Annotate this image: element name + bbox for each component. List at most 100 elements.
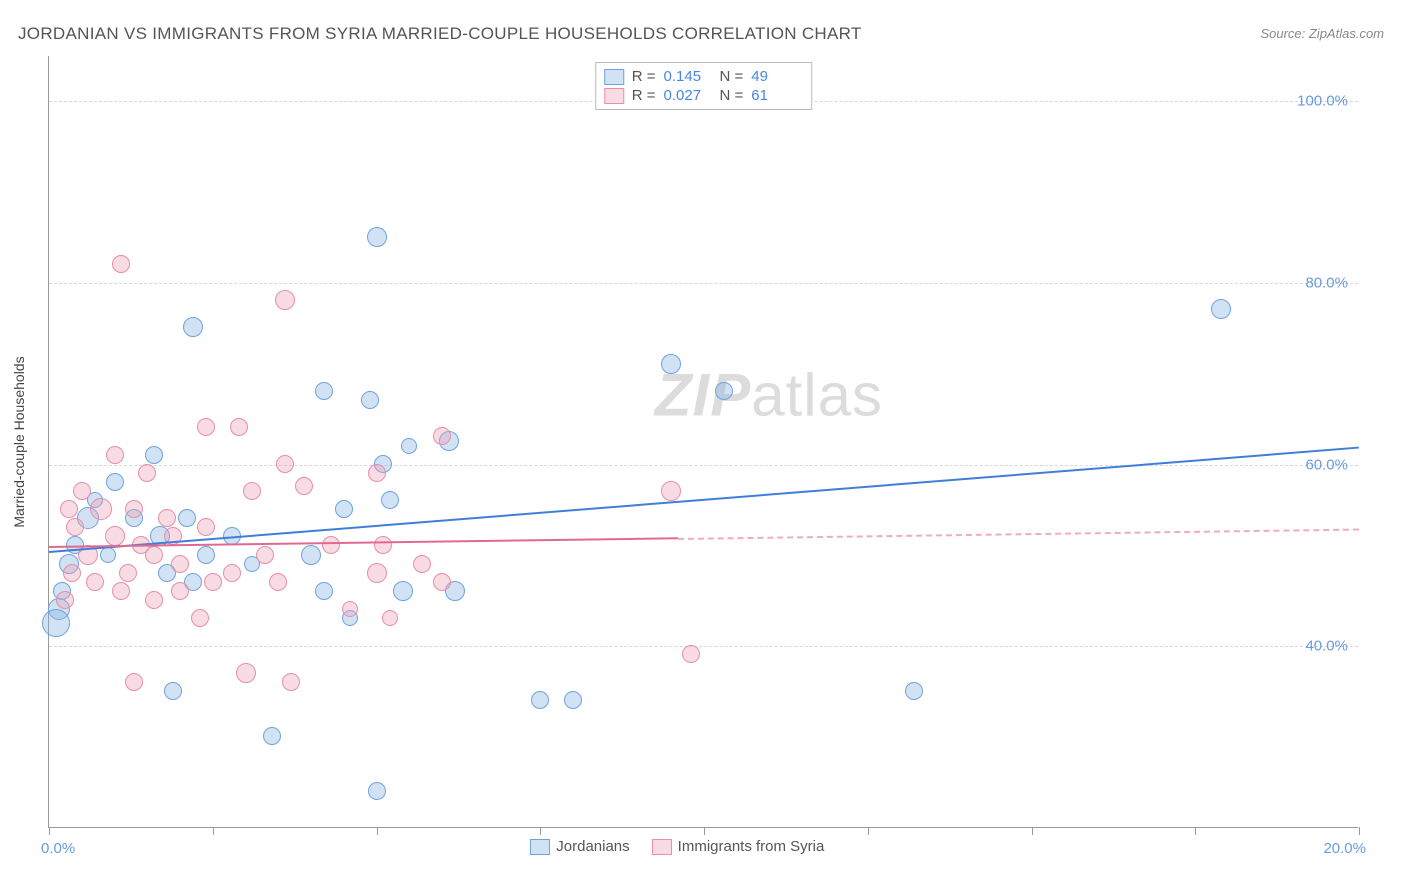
y-tick-label: 40.0% bbox=[1305, 638, 1348, 655]
scatter-point bbox=[243, 482, 261, 500]
x-tick bbox=[377, 827, 378, 835]
scatter-point bbox=[282, 673, 300, 691]
plot-area: Married-couple Households ZIPatlas 40.0%… bbox=[48, 56, 1358, 828]
scatter-point bbox=[393, 581, 413, 601]
scatter-point bbox=[106, 446, 124, 464]
scatter-point bbox=[236, 663, 256, 683]
scatter-point bbox=[90, 498, 112, 520]
watermark: ZIPatlas bbox=[655, 361, 883, 430]
stats-row-series-1: R = 0.145 N = 49 bbox=[604, 67, 800, 86]
stats-legend-box: R = 0.145 N = 49 R = 0.027 N = 61 bbox=[595, 62, 813, 110]
x-axis-max-label: 20.0% bbox=[1323, 840, 1366, 857]
scatter-point bbox=[86, 573, 104, 591]
scatter-point bbox=[401, 438, 417, 454]
r-label: R = bbox=[632, 68, 656, 85]
scatter-point bbox=[433, 573, 451, 591]
scatter-point bbox=[100, 547, 116, 563]
scatter-point bbox=[276, 455, 294, 473]
scatter-point bbox=[382, 610, 398, 626]
legend-swatch-2 bbox=[652, 839, 672, 855]
scatter-point bbox=[661, 481, 681, 501]
scatter-point bbox=[171, 582, 189, 600]
y-tick-label: 60.0% bbox=[1305, 456, 1348, 473]
x-tick bbox=[704, 827, 705, 835]
scatter-point bbox=[42, 609, 70, 637]
scatter-point bbox=[367, 563, 387, 583]
scatter-point bbox=[197, 546, 215, 564]
r-label: R = bbox=[632, 87, 656, 104]
gridline bbox=[49, 283, 1358, 284]
scatter-point bbox=[531, 691, 549, 709]
scatter-point bbox=[112, 255, 130, 273]
scatter-point bbox=[661, 354, 681, 374]
scatter-point bbox=[1211, 299, 1231, 319]
r-value-2: 0.027 bbox=[664, 87, 712, 104]
source-attribution: Source: ZipAtlas.com bbox=[1260, 26, 1384, 41]
x-tick bbox=[213, 827, 214, 835]
scatter-point bbox=[905, 682, 923, 700]
scatter-point bbox=[256, 546, 274, 564]
scatter-point bbox=[158, 509, 176, 527]
watermark-rest: atlas bbox=[751, 362, 883, 429]
legend-label-1: Jordanians bbox=[556, 838, 629, 855]
bottom-legend: Jordanians Immigrants from Syria bbox=[530, 838, 824, 855]
n-value-1: 49 bbox=[751, 68, 799, 85]
scatter-point bbox=[125, 673, 143, 691]
scatter-point bbox=[56, 591, 74, 609]
scatter-point bbox=[197, 518, 215, 536]
scatter-point bbox=[342, 601, 358, 617]
legend-swatch-1 bbox=[530, 839, 550, 855]
scatter-point bbox=[368, 464, 386, 482]
scatter-point bbox=[230, 418, 248, 436]
scatter-point bbox=[138, 464, 156, 482]
stats-row-series-2: R = 0.027 N = 61 bbox=[604, 86, 800, 105]
legend-item-1: Jordanians bbox=[530, 838, 629, 855]
n-label: N = bbox=[720, 87, 744, 104]
scatter-point bbox=[367, 227, 387, 247]
trend-line-dashed bbox=[678, 528, 1359, 539]
scatter-point bbox=[204, 573, 222, 591]
scatter-point bbox=[315, 582, 333, 600]
scatter-point bbox=[295, 477, 313, 495]
scatter-point bbox=[191, 609, 209, 627]
y-tick-label: 80.0% bbox=[1305, 275, 1348, 292]
scatter-point bbox=[105, 526, 125, 546]
scatter-point bbox=[335, 500, 353, 518]
n-label: N = bbox=[720, 68, 744, 85]
scatter-point bbox=[145, 546, 163, 564]
scatter-point bbox=[301, 545, 321, 565]
scatter-point bbox=[374, 536, 392, 554]
scatter-point bbox=[263, 727, 281, 745]
scatter-point bbox=[413, 555, 431, 573]
scatter-point bbox=[381, 491, 399, 509]
x-tick bbox=[1032, 827, 1033, 835]
scatter-point bbox=[73, 482, 91, 500]
x-tick bbox=[1195, 827, 1196, 835]
chart-title: JORDANIAN VS IMMIGRANTS FROM SYRIA MARRI… bbox=[18, 24, 862, 44]
scatter-point bbox=[106, 473, 124, 491]
scatter-point bbox=[171, 555, 189, 573]
gridline bbox=[49, 465, 1358, 466]
scatter-point bbox=[275, 290, 295, 310]
scatter-point bbox=[145, 591, 163, 609]
x-tick bbox=[49, 827, 50, 835]
scatter-point bbox=[315, 382, 333, 400]
scatter-point bbox=[361, 391, 379, 409]
scatter-point bbox=[322, 536, 340, 554]
scatter-point bbox=[63, 564, 81, 582]
n-value-2: 61 bbox=[751, 87, 799, 104]
scatter-point bbox=[269, 573, 287, 591]
scatter-point bbox=[119, 564, 137, 582]
legend-label-2: Immigrants from Syria bbox=[678, 838, 825, 855]
scatter-point bbox=[66, 518, 84, 536]
scatter-point bbox=[178, 509, 196, 527]
scatter-point bbox=[112, 582, 130, 600]
swatch-series-1 bbox=[604, 69, 624, 85]
scatter-point bbox=[125, 500, 143, 518]
scatter-point bbox=[183, 317, 203, 337]
gridline bbox=[49, 646, 1358, 647]
scatter-point bbox=[368, 782, 386, 800]
scatter-point bbox=[145, 446, 163, 464]
x-tick bbox=[1359, 827, 1360, 835]
scatter-point bbox=[223, 564, 241, 582]
